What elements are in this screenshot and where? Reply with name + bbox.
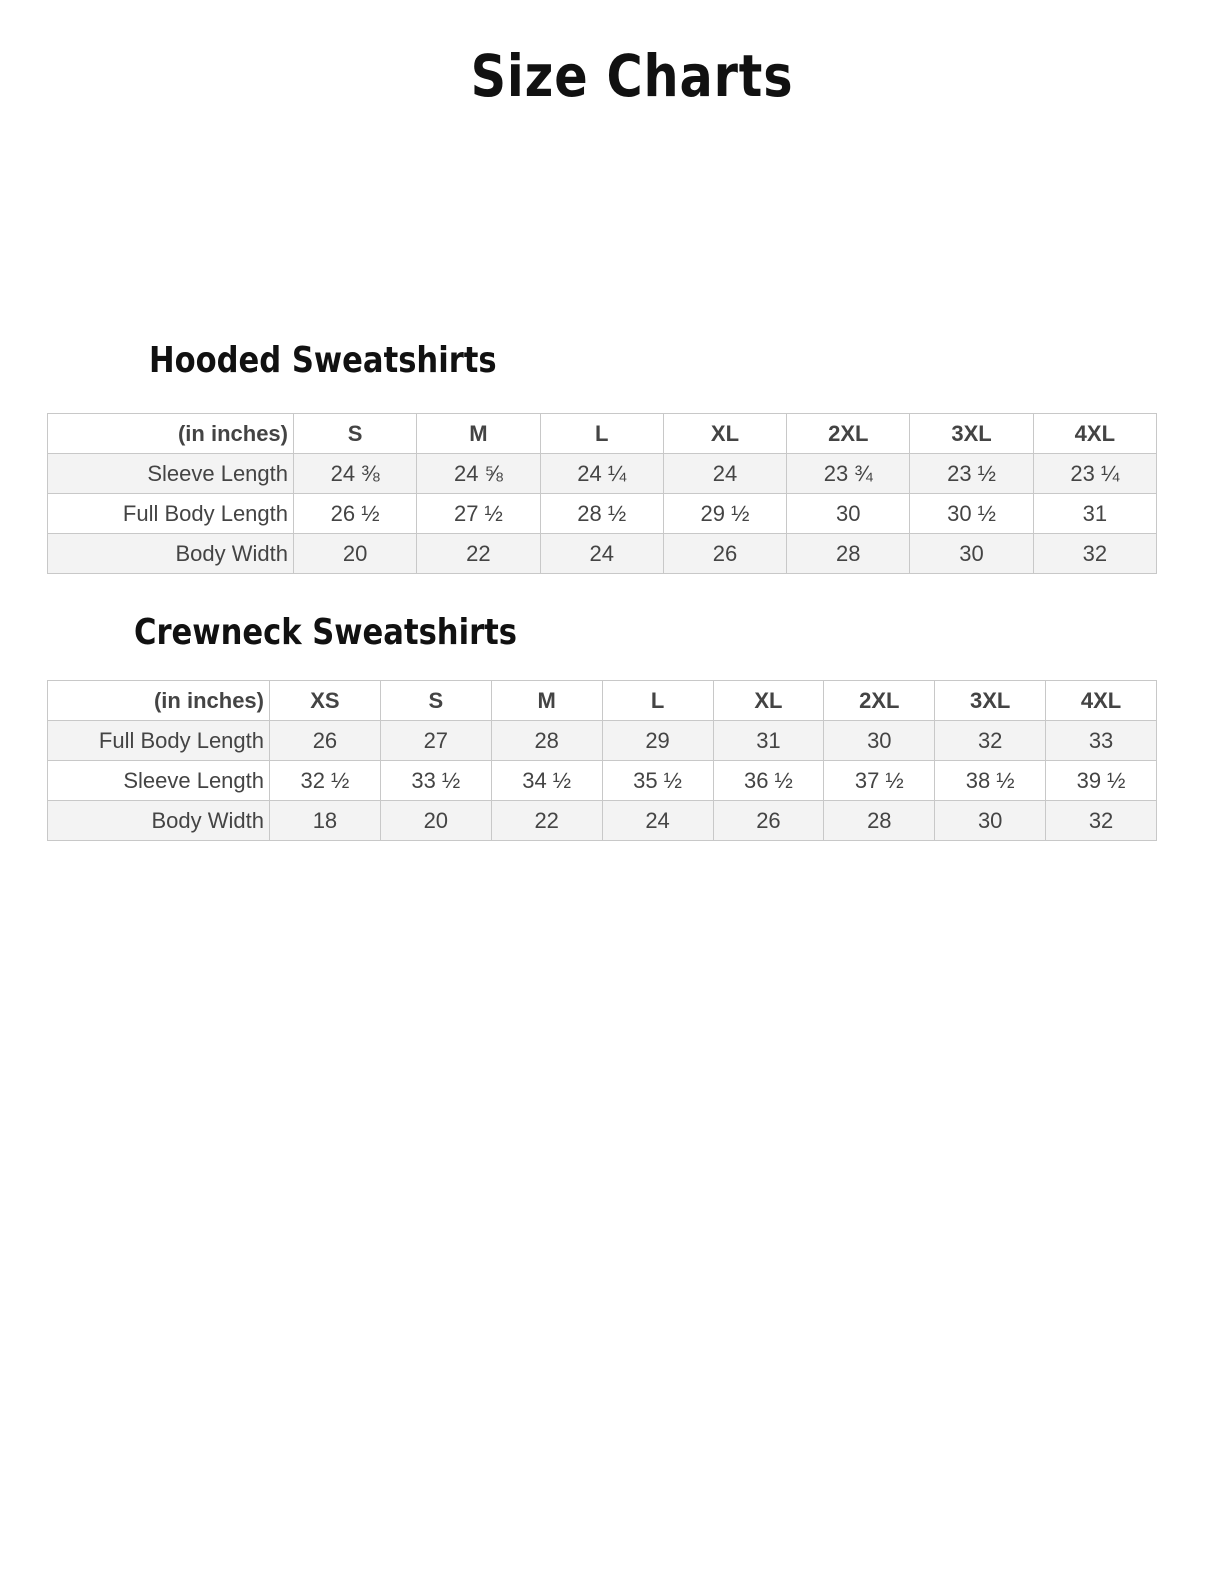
table-cell: 33 ½ bbox=[379, 760, 492, 801]
table-cell: 28 bbox=[490, 720, 603, 761]
table-cell: 2XL bbox=[786, 413, 911, 454]
table-cell: 32 bbox=[1045, 800, 1157, 841]
row-label: (in inches) bbox=[47, 413, 294, 454]
table-cell: 20 bbox=[292, 533, 418, 574]
table-cell: 26 ½ bbox=[292, 493, 418, 534]
table-row: Sleeve Length 32 ½ 33 ½ 34 ½ 35 ½ 36 ½ 37 ½ 38 … bbox=[47, 760, 1157, 801]
table-row: Full Body Length 26 ½ 27 ½ 28 ½ 29 ½ 30 30 ½ 31 bbox=[47, 493, 1158, 534]
table-cell: 32 bbox=[934, 720, 1047, 761]
table-cell: 26 bbox=[662, 533, 788, 574]
table-cell: 4XL bbox=[1045, 680, 1157, 721]
table-cell: M bbox=[490, 680, 603, 721]
hooded-size-table: (in inches) S M L XL 2XL 3XL 4XL Sleeve Length 24… bbox=[47, 413, 1158, 574]
table-cell: 20 bbox=[379, 800, 492, 841]
table-cell: 32 bbox=[1032, 533, 1158, 574]
table-cell: 18 bbox=[269, 800, 381, 841]
table-cell: 3XL bbox=[934, 680, 1047, 721]
crewneck-heading: Crewneck Sweatshirts bbox=[134, 612, 518, 653]
table-cell: 31 bbox=[1032, 493, 1158, 534]
table-cell: M bbox=[416, 413, 541, 454]
table-cell: XS bbox=[269, 680, 381, 721]
table-cell: S bbox=[292, 413, 418, 454]
table-row: Sleeve Length 24 ⅜ 24 ⅝ 24 ¼ 24 23 ¾ 23 ½ 23 ¼ bbox=[47, 453, 1158, 494]
table-cell: 28 bbox=[823, 800, 936, 841]
row-label: Sleeve Length bbox=[47, 453, 294, 494]
table-cell: 29 ½ bbox=[662, 493, 788, 534]
table-cell: 33 bbox=[1045, 720, 1157, 761]
table-row: Body Width 18 20 22 24 26 28 30 32 bbox=[47, 800, 1157, 841]
header-row: (in inches) S M L XL 2XL 3XL 4XL bbox=[47, 413, 1158, 454]
table-cell: XL bbox=[662, 413, 788, 454]
table-cell: 22 bbox=[490, 800, 603, 841]
table-cell: 30 bbox=[909, 533, 1034, 574]
table-cell: 34 ½ bbox=[490, 760, 603, 801]
header-row: (in inches) XS S M L XL 2XL 3XL 4XL bbox=[47, 680, 1157, 721]
table-cell: 24 bbox=[601, 800, 714, 841]
table-cell: 2XL bbox=[823, 680, 936, 721]
table-cell: 24 bbox=[662, 453, 788, 494]
page-title: Size Charts bbox=[470, 42, 794, 110]
table-cell: 30 bbox=[786, 493, 911, 534]
table-cell: 24 bbox=[539, 533, 664, 574]
table-cell: 36 ½ bbox=[712, 760, 825, 801]
hooded-heading: Hooded Sweatshirts bbox=[149, 340, 497, 381]
table-cell: 28 bbox=[786, 533, 911, 574]
table-cell: 35 ½ bbox=[601, 760, 714, 801]
row-label: Full Body Length bbox=[47, 493, 294, 534]
table-cell: 30 bbox=[934, 800, 1047, 841]
table-row: Full Body Length 26 27 28 29 31 30 32 33 bbox=[47, 720, 1157, 761]
table-cell: 4XL bbox=[1032, 413, 1158, 454]
table-cell: 22 bbox=[416, 533, 541, 574]
table-cell: 23 ¼ bbox=[1032, 453, 1158, 494]
table-cell: 29 bbox=[601, 720, 714, 761]
table-cell: 24 ¼ bbox=[539, 453, 664, 494]
table-cell: 26 bbox=[712, 800, 825, 841]
table-cell: 30 bbox=[823, 720, 936, 761]
table-cell: 31 bbox=[712, 720, 825, 761]
crewneck-size-table: (in inches) XS S M L XL 2XL 3XL 4XL Full Body Len… bbox=[47, 680, 1157, 841]
table-cell: 27 bbox=[379, 720, 492, 761]
table-cell: 23 ½ bbox=[909, 453, 1034, 494]
table-cell: S bbox=[379, 680, 492, 721]
table-cell: 27 ½ bbox=[416, 493, 541, 534]
row-label: Body Width bbox=[47, 533, 294, 574]
table-cell: 39 ½ bbox=[1045, 760, 1157, 801]
table-cell: 32 ½ bbox=[269, 760, 381, 801]
table-cell: 26 bbox=[269, 720, 381, 761]
table-cell: 24 ⅜ bbox=[292, 453, 418, 494]
table-cell: 30 ½ bbox=[909, 493, 1034, 534]
table-cell: XL bbox=[712, 680, 825, 721]
table-cell: 38 ½ bbox=[934, 760, 1047, 801]
row-label: Body Width bbox=[47, 800, 270, 841]
table-cell: 24 ⅝ bbox=[416, 453, 541, 494]
table-cell: 28 ½ bbox=[539, 493, 664, 534]
row-label: Sleeve Length bbox=[47, 760, 270, 801]
table-cell: L bbox=[539, 413, 664, 454]
table-cell: 23 ¾ bbox=[786, 453, 911, 494]
table-row: Body Width 20 22 24 26 28 30 32 bbox=[47, 533, 1158, 574]
table-cell: 3XL bbox=[909, 413, 1034, 454]
table-cell: L bbox=[601, 680, 714, 721]
row-label: (in inches) bbox=[47, 680, 270, 721]
row-label: Full Body Length bbox=[47, 720, 270, 761]
table-cell: 37 ½ bbox=[823, 760, 936, 801]
